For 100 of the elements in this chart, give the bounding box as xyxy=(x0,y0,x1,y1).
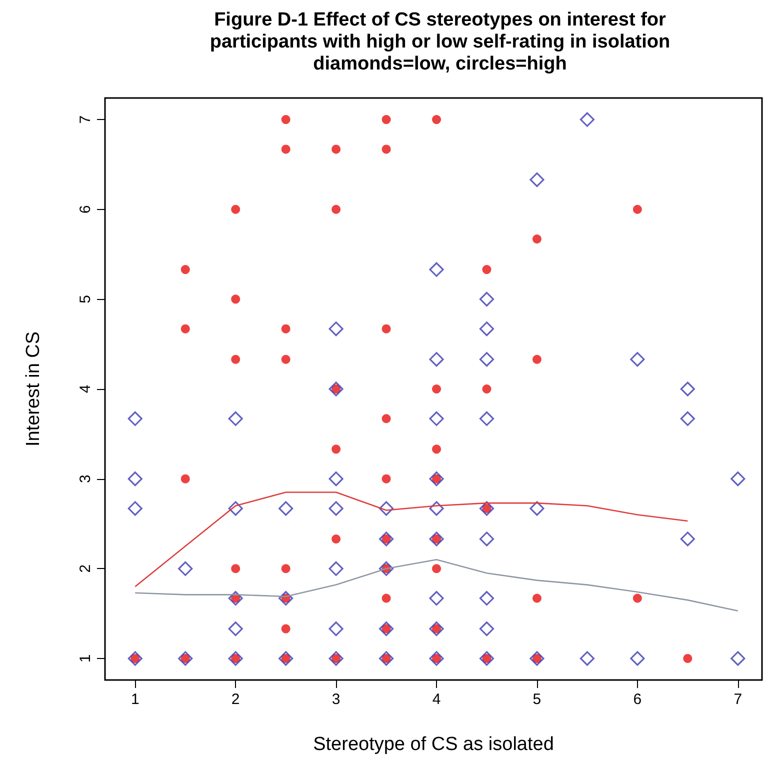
point xyxy=(429,501,444,516)
point xyxy=(730,472,746,486)
point xyxy=(479,532,494,546)
point xyxy=(228,651,243,666)
point xyxy=(382,414,391,424)
point xyxy=(228,411,243,426)
point xyxy=(479,501,494,516)
point xyxy=(328,382,344,396)
point xyxy=(180,474,190,484)
point xyxy=(432,384,442,394)
x-tick-label: 6 xyxy=(633,691,642,708)
point xyxy=(479,411,494,426)
point xyxy=(432,564,442,574)
point xyxy=(680,382,695,396)
point xyxy=(332,204,341,214)
point xyxy=(378,622,394,636)
point xyxy=(432,444,442,454)
point xyxy=(128,411,142,426)
point xyxy=(378,532,394,546)
point xyxy=(429,262,444,277)
point xyxy=(479,352,494,367)
line-series xyxy=(134,492,688,588)
y-tick-label: 5 xyxy=(77,295,94,304)
point xyxy=(730,651,746,666)
y-axis-title: Interest in CS xyxy=(23,331,44,447)
point xyxy=(530,172,544,188)
point xyxy=(328,622,344,636)
point xyxy=(328,472,344,486)
x-tick-label: 2 xyxy=(231,691,240,708)
y-tick-label: 4 xyxy=(77,384,94,394)
point xyxy=(231,564,240,574)
point xyxy=(479,292,494,306)
point xyxy=(228,590,243,606)
point xyxy=(231,204,240,214)
point xyxy=(580,112,594,127)
point xyxy=(178,651,193,666)
point xyxy=(231,294,240,304)
point xyxy=(429,622,444,636)
point xyxy=(128,651,142,666)
point xyxy=(630,651,645,666)
point xyxy=(281,115,290,124)
point xyxy=(482,384,492,394)
x-tick-label: 3 xyxy=(332,691,340,708)
point xyxy=(630,352,645,367)
point xyxy=(632,204,642,214)
x-axis-title: Stereotype of CS as isolated xyxy=(313,734,554,755)
point xyxy=(180,265,190,274)
y-tick-label: 3 xyxy=(77,474,94,483)
point xyxy=(683,654,692,663)
point xyxy=(382,474,391,484)
point xyxy=(281,564,290,574)
y-tick-label: 2 xyxy=(77,564,94,573)
point xyxy=(680,411,695,426)
point xyxy=(128,472,142,486)
point xyxy=(530,651,544,666)
x-tick-label: 4 xyxy=(432,691,441,708)
point xyxy=(378,561,394,576)
y-tick-label: 1 xyxy=(77,654,94,663)
point xyxy=(281,324,290,334)
point xyxy=(479,622,494,636)
line-series xyxy=(134,559,739,612)
point xyxy=(680,532,695,546)
x-tick-label: 1 xyxy=(130,691,140,708)
point xyxy=(479,590,494,606)
point xyxy=(382,115,391,124)
point xyxy=(231,354,240,364)
point xyxy=(432,115,442,124)
point xyxy=(580,651,594,666)
point xyxy=(429,532,444,546)
point xyxy=(328,561,344,576)
point xyxy=(429,352,444,367)
point xyxy=(228,501,243,516)
point xyxy=(382,324,391,334)
point xyxy=(328,322,344,336)
point xyxy=(278,501,294,516)
point xyxy=(382,144,391,154)
point xyxy=(128,501,142,516)
chart-title: Figure D-1 Effect of CS stereotypes on interest for participants with high or low self-rating in isolation diamonds=low, circles=high xyxy=(210,10,670,74)
point xyxy=(281,354,290,364)
y-tick-label: 7 xyxy=(77,115,94,124)
x-tick-label: 5 xyxy=(532,691,542,708)
point xyxy=(328,651,344,666)
point xyxy=(228,622,243,636)
point xyxy=(281,624,290,634)
x-tick-label: 7 xyxy=(734,691,742,708)
point xyxy=(482,265,492,274)
point xyxy=(479,322,494,336)
point xyxy=(530,501,544,516)
point xyxy=(532,354,542,364)
point xyxy=(378,501,394,516)
point xyxy=(378,651,394,666)
y-tick-label: 6 xyxy=(77,205,94,214)
point xyxy=(532,594,542,603)
point xyxy=(180,324,190,334)
point xyxy=(278,590,294,606)
point xyxy=(178,561,193,576)
point xyxy=(479,651,494,666)
point xyxy=(532,234,542,244)
point xyxy=(632,594,642,603)
point xyxy=(429,472,444,486)
